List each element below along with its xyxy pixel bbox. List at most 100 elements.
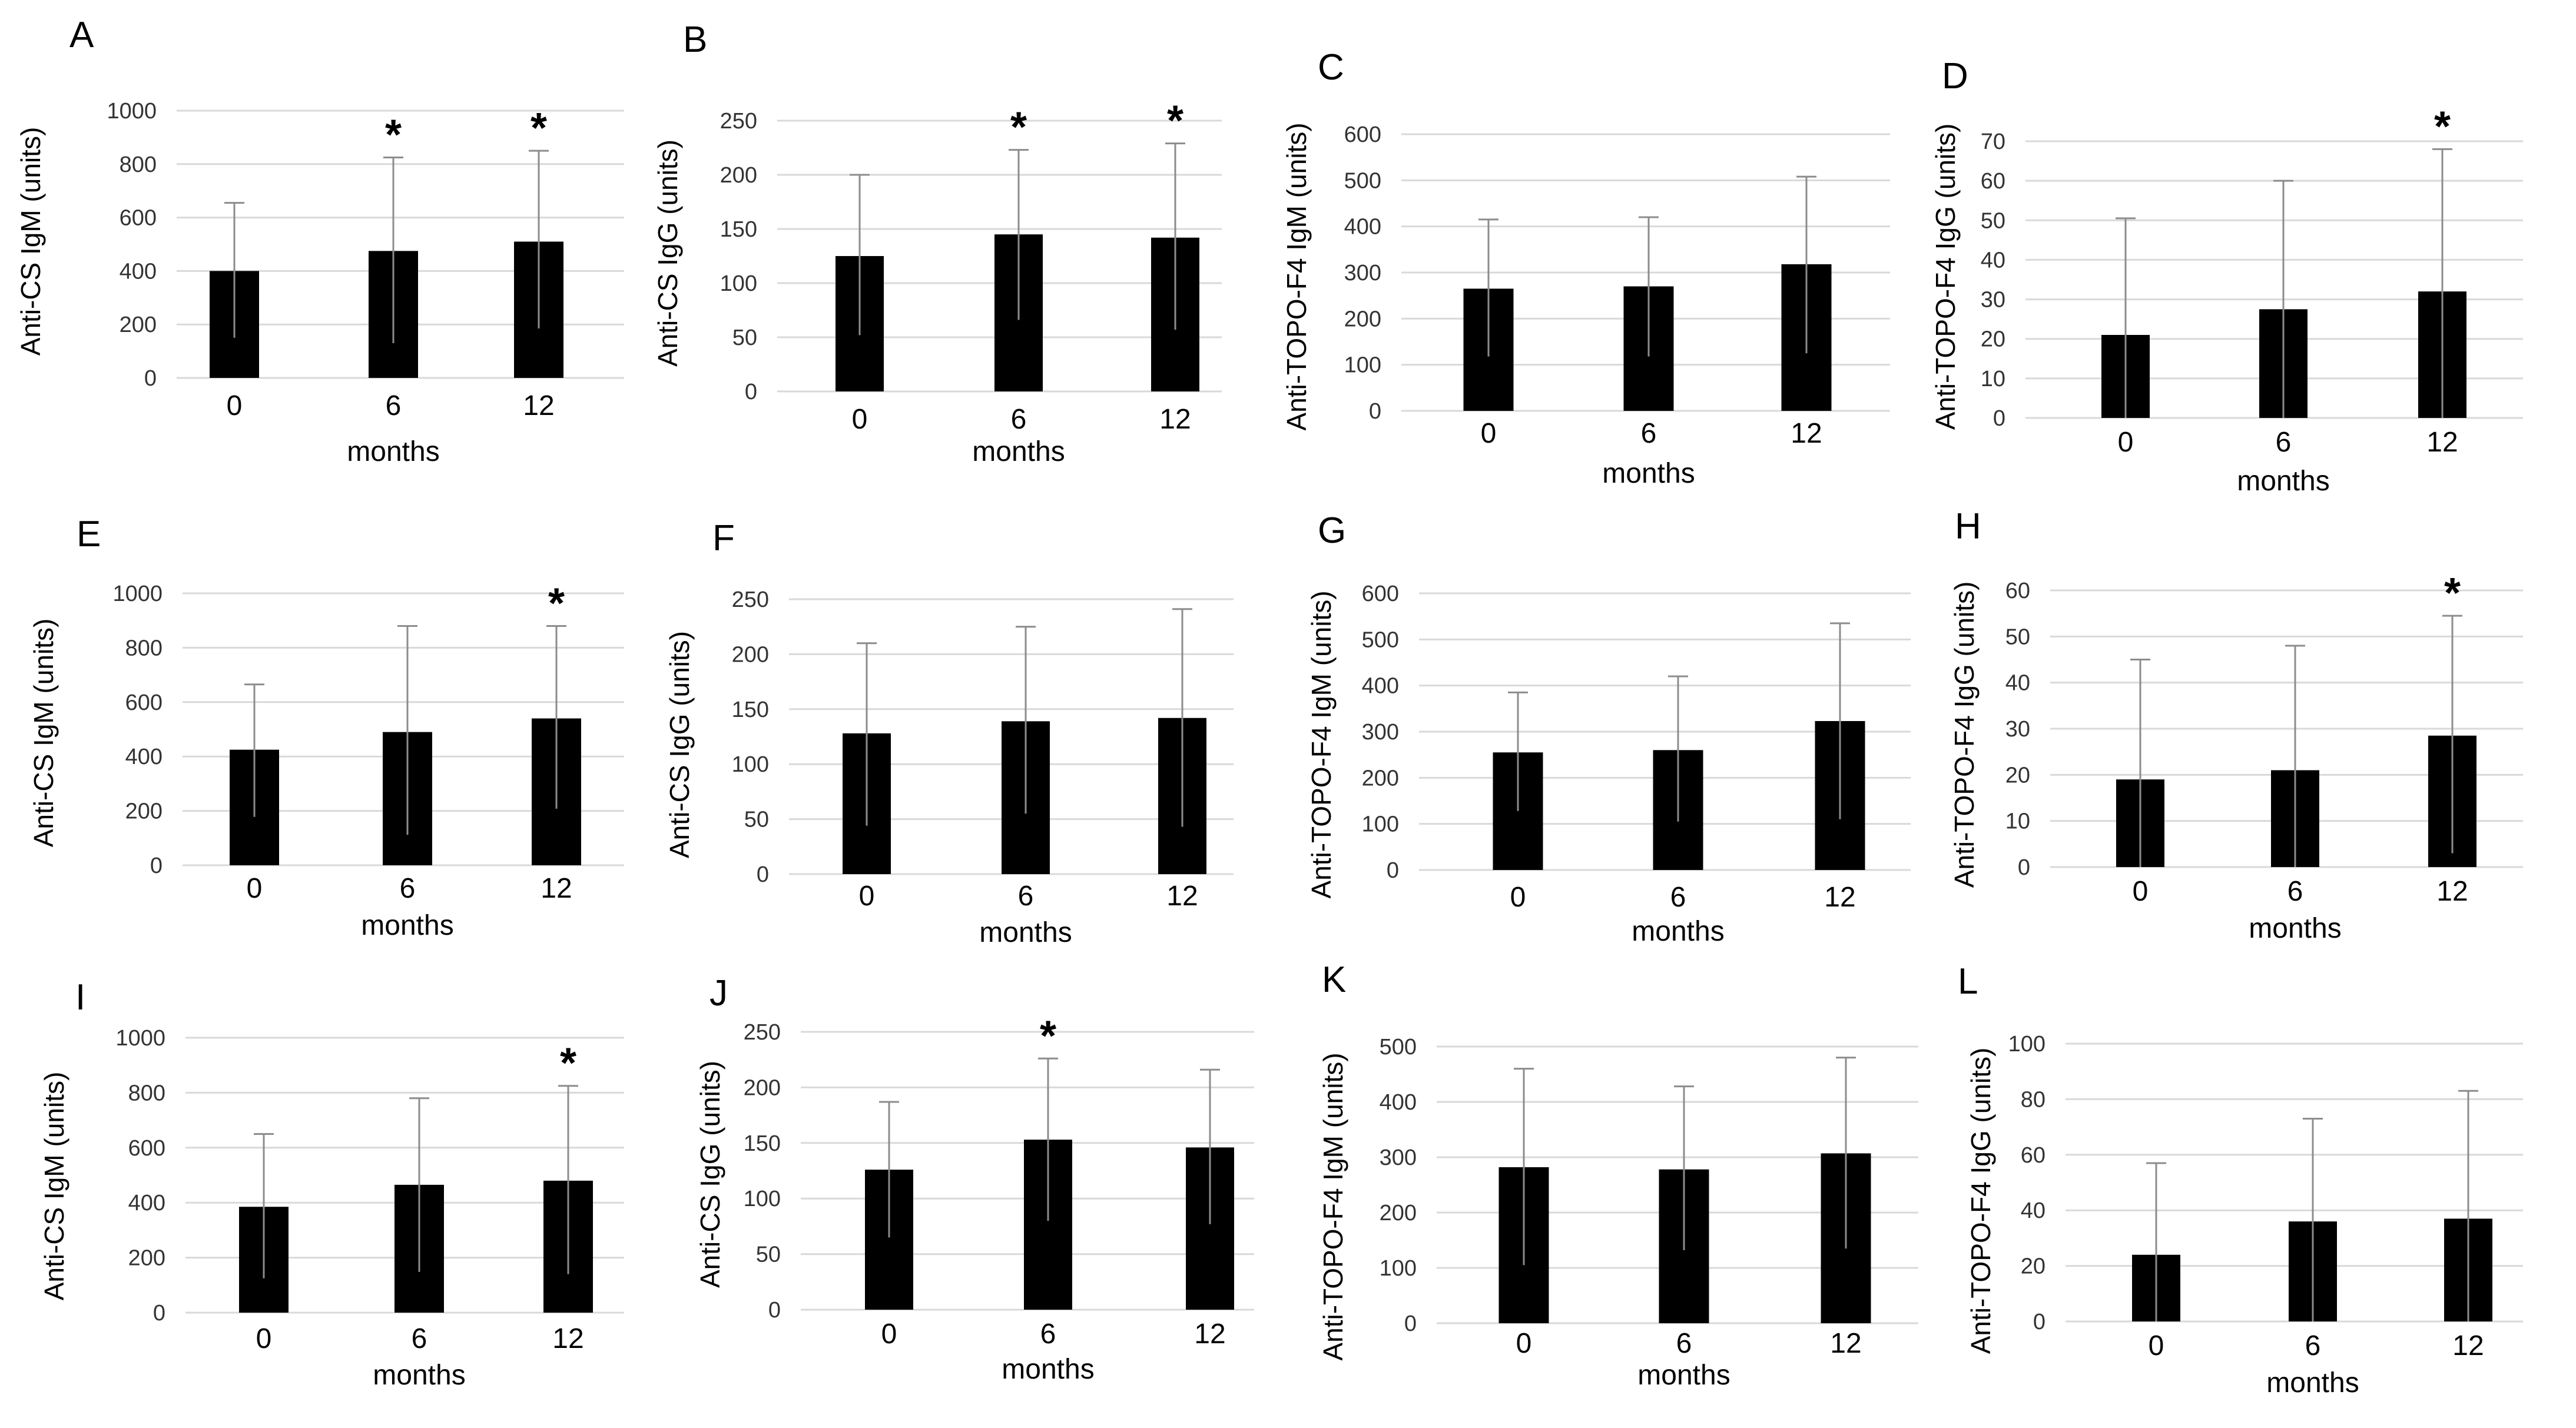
y-tick-label: 400 (1344, 215, 1381, 240)
y-tick-label: 400 (125, 745, 163, 769)
panel-l: L 0 20 40 60 80 100 Anti-TOPO-F4 IgG (units) 0 6 1… (1958, 961, 2523, 1399)
y-tick-label: 40 (2005, 671, 2030, 696)
x-tick-label: 0 (2149, 1330, 2164, 1361)
x-axis-label: months (1632, 916, 1724, 947)
x-axis-label: months (2266, 1367, 2359, 1399)
y-axis-label: Anti-TOPO-F4 IgM (units) (1281, 122, 1312, 430)
significance-marker: * (531, 105, 547, 152)
y-tick-label: 100 (720, 271, 757, 296)
y-tick-label: 50 (1981, 208, 2005, 233)
panel-h: H 0 10 20 30 40 50 60 Anti-TOPO-F4 IgG (units) 0 6… (1949, 506, 2523, 944)
y-tick-label: 40 (2021, 1198, 2045, 1223)
y-tick-label: 0 (2033, 1310, 2045, 1334)
x-axis-label: months (2249, 913, 2341, 944)
x-axis-label: months (972, 436, 1065, 467)
x-tick-label: 12 (2426, 427, 2458, 458)
y-tick-label: 150 (732, 698, 769, 722)
panel-label: G (1318, 510, 1346, 551)
y-tick-label: 60 (2021, 1143, 2045, 1168)
y-tick-label: 10 (1981, 367, 2005, 391)
y-tick-label: 40 (1981, 248, 2005, 273)
x-tick-label: 0 (2133, 876, 2149, 907)
y-axis-label: Anti-TOPO-F4 IgG (units) (1949, 582, 1980, 888)
significance-marker: * (1040, 1012, 1056, 1060)
x-tick-label: 0 (227, 390, 243, 421)
y-tick-label: 100 (2008, 1032, 2045, 1057)
y-axis-label: Anti-CS IgG (units) (664, 631, 695, 858)
x-axis-label: months (1637, 1360, 1730, 1391)
x-tick-label: 0 (1516, 1328, 1532, 1359)
y-axis-label: Anti-CS IgG (units) (652, 140, 683, 367)
significance-marker: * (2434, 103, 2451, 150)
x-tick-label: 12 (1830, 1328, 1861, 1359)
y-tick-label: 200 (1344, 307, 1381, 331)
y-tick-label: 200 (1362, 766, 1399, 791)
panel-label: E (77, 514, 101, 554)
x-axis-label: months (1002, 1354, 1094, 1385)
y-tick-label: 100 (1362, 812, 1399, 837)
panel-label: L (1958, 961, 1978, 1002)
y-tick-label: 600 (125, 690, 163, 715)
significance-marker: * (560, 1040, 576, 1087)
y-tick-label: 0 (1993, 406, 2005, 431)
y-tick-label: 200 (128, 1246, 165, 1271)
x-axis-label: months (979, 917, 1072, 948)
significance-marker: * (548, 580, 565, 627)
x-tick-label: 12 (1159, 404, 1191, 435)
x-tick-label: 12 (541, 873, 572, 904)
x-tick-label: 12 (1166, 881, 1198, 912)
y-tick-label: 250 (744, 1020, 781, 1045)
y-tick-label: 200 (1380, 1201, 1417, 1226)
y-tick-label: 0 (757, 862, 769, 887)
y-tick-label: 600 (1362, 582, 1399, 606)
y-tick-label: 200 (125, 799, 163, 824)
x-tick-label: 0 (859, 881, 875, 912)
x-tick-label: 6 (1670, 882, 1686, 913)
y-tick-label: 100 (1380, 1256, 1417, 1281)
x-axis-label: months (373, 1360, 465, 1391)
panel-b: B 0 50 100 150 200 250 Anti-CS IgG (units) 0 * 6 * 1… (652, 19, 1222, 467)
y-tick-label: 500 (1362, 627, 1399, 652)
y-tick-label: 300 (1362, 720, 1399, 745)
panel-j: J 0 50 100 150 200 250 Anti-CS IgG (units) 0 * 6 12… (695, 973, 1254, 1385)
y-tick-label: 400 (1362, 674, 1399, 699)
y-axis-label: Anti-TOPO-F4 IgG (units) (1965, 1048, 1996, 1354)
y-tick-label: 0 (768, 1298, 781, 1323)
x-tick-label: 6 (1040, 1319, 1056, 1350)
y-tick-label: 800 (128, 1081, 165, 1105)
y-tick-label: 400 (1380, 1090, 1417, 1115)
y-tick-label: 0 (1404, 1311, 1417, 1336)
x-axis-label: months (347, 436, 439, 467)
y-tick-label: 10 (2005, 809, 2030, 834)
significance-marker: * (1010, 104, 1027, 151)
y-tick-label: 50 (732, 326, 757, 350)
y-tick-label: 800 (125, 636, 163, 660)
x-tick-label: 12 (1194, 1319, 1225, 1350)
significance-marker: * (1167, 98, 1183, 145)
y-tick-label: 0 (150, 854, 163, 878)
panel-k: K 0 100 200 300 400 500 Anti-TOPO-F4 IgM (units… (1318, 959, 1918, 1391)
y-tick-label: 400 (128, 1191, 165, 1216)
x-axis-label: months (361, 910, 453, 941)
y-tick-label: 20 (2005, 763, 2030, 788)
x-tick-label: 12 (1791, 418, 1822, 449)
y-tick-label: 30 (2005, 717, 2030, 742)
y-tick-label: 80 (2021, 1087, 2045, 1112)
panel-label: I (75, 977, 85, 1018)
y-tick-label: 250 (732, 587, 769, 612)
panel-label: H (1955, 506, 1981, 547)
x-tick-label: 0 (2118, 427, 2134, 458)
y-tick-label: 200 (120, 313, 157, 337)
panel-e: E 0 200 400 600 800 1000 Anti-CS IgM (units) 0 6 *… (28, 514, 624, 941)
y-tick-label: 1000 (112, 582, 163, 606)
y-tick-label: 60 (1981, 169, 2005, 194)
panel-f: F 0 50 100 150 200 250 Anti-CS IgG (units) 0 6 12 m… (664, 518, 1234, 948)
y-tick-label: 600 (1344, 122, 1381, 147)
y-tick-label: 0 (144, 366, 157, 391)
x-tick-label: 6 (386, 390, 402, 421)
y-tick-label: 200 (720, 163, 757, 188)
x-tick-label: 12 (523, 390, 554, 421)
x-tick-label: 6 (1011, 404, 1027, 435)
y-tick-label: 200 (732, 642, 769, 667)
